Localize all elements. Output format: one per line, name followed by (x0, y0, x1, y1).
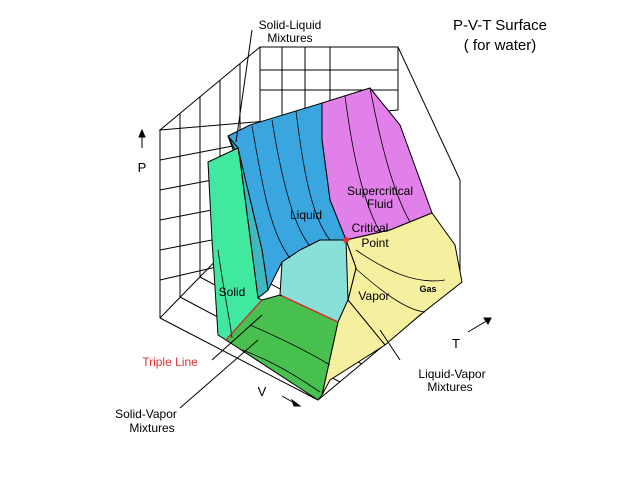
title-line1: P-V-T Surface (453, 17, 547, 34)
label-triple-line: Triple Line (142, 355, 198, 369)
title-line2: ( for water) (464, 37, 537, 54)
triple-line (281, 295, 339, 323)
supercritical-region (321, 87, 433, 241)
label-liquid-vapor-line2: Mixtures (427, 380, 472, 394)
label-solid-vapor-line2: Mixtures (129, 421, 174, 435)
label-solid: Solid (219, 285, 246, 299)
surface-contours (217, 87, 446, 393)
axis-label-p: P (138, 160, 147, 175)
label-vapor: Vapor (358, 289, 389, 303)
critical-point-marker (343, 237, 349, 243)
axis-arrows (138, 128, 492, 407)
label-liquid-vapor-line1: Liquid-Vapor (418, 367, 485, 381)
label-supercritical-line2: Fluid (367, 197, 393, 211)
axis-label-v: V (258, 384, 267, 399)
label-solid-liquid-line2: Mixtures (267, 31, 312, 45)
axis-label-t: T (452, 336, 460, 351)
label-solid-liquid-line1: Solid-Liquid (259, 18, 322, 32)
label-critical-line2: Point (361, 236, 389, 250)
label-supercritical-line1: Supercritical (347, 184, 413, 198)
label-liquid: Liquid (290, 208, 322, 222)
label-gas: Gas (419, 284, 436, 294)
leader-lines (179, 29, 401, 409)
triple-line-extension (225, 299, 263, 341)
label-solid-vapor-line1: Solid-Vapor (115, 407, 177, 421)
label-critical-line1: Critical (352, 221, 389, 235)
